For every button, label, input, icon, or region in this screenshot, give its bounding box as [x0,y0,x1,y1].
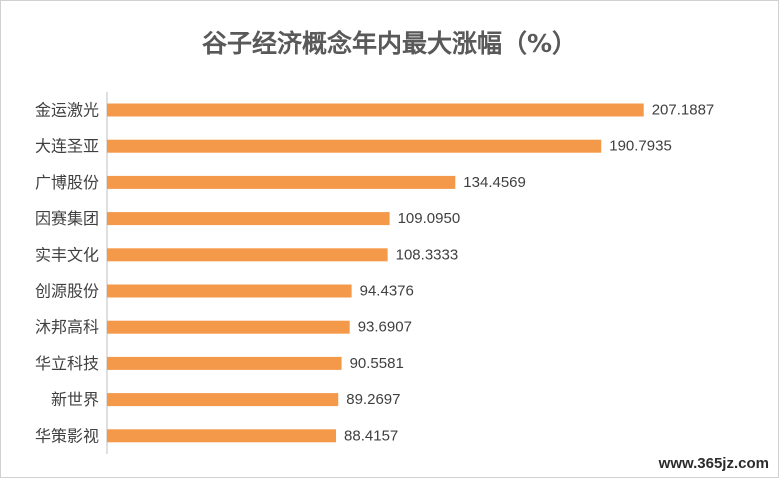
category-label: 新世界 [51,390,99,409]
bar [107,284,352,298]
category-label: 实丰文化 [35,245,99,264]
category-label: 金运激光 [35,101,99,120]
bar [107,248,388,262]
bar [107,139,602,153]
data-label: 134.4569 [463,174,526,191]
data-label: 89.2697 [346,391,400,408]
bar [107,393,339,407]
bar [107,429,337,443]
category-label: 沐邦高科 [35,318,99,337]
bar [107,320,350,334]
bar [107,175,456,189]
data-label: 94.4376 [360,283,414,300]
category-label: 大连圣亚 [35,137,99,156]
category-label: 因赛集团 [35,209,99,228]
bar [107,356,342,370]
data-label: 93.6907 [358,319,412,336]
data-label: 90.5581 [350,355,404,372]
data-label: 207.1887 [652,102,715,119]
category-label: 创源股份 [35,282,99,301]
data-label: 190.7935 [609,138,672,155]
data-label: 88.4157 [344,427,398,444]
bar [107,212,390,226]
category-label: 华立科技 [35,354,99,373]
bar [107,103,644,117]
chart-title: 谷子经济概念年内最大涨幅（%） [201,29,578,58]
category-label: 广博股份 [35,173,99,192]
data-label: 109.0950 [398,210,461,227]
category-label: 华策影视 [35,426,99,445]
data-label: 108.3333 [396,246,459,263]
watermark: www.365jz.com [656,455,771,472]
